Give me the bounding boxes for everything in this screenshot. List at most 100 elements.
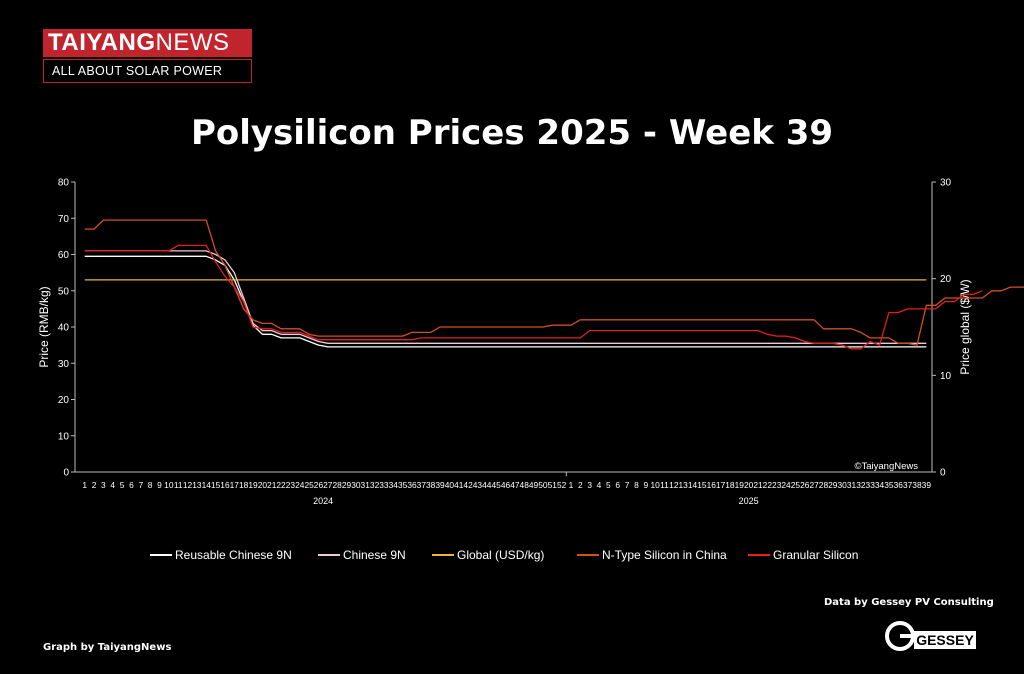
x-tick-label: 16: [220, 480, 230, 490]
series-line-0: [84, 255, 927, 348]
x-tick-label: 5: [606, 480, 611, 490]
x-tick-label: 9: [643, 480, 648, 490]
x-tick-label: 35: [884, 480, 894, 490]
x-tick-label: 31: [361, 480, 371, 490]
x-tick-label: 2: [578, 480, 583, 490]
x-tick-label: 10: [164, 480, 174, 490]
x-tick-label: 30: [837, 480, 847, 490]
x-tick-label: 49: [529, 480, 539, 490]
year-group-label: 2025: [739, 496, 759, 506]
legend-entry: Reusable Chinese 9N: [175, 548, 292, 562]
x-tick-label: 39: [922, 480, 932, 490]
legend-entry: Granular Silicon: [773, 548, 858, 562]
x-tick-label: 27: [323, 480, 333, 490]
y-tick-label: 30: [58, 359, 70, 370]
x-tick-label: 3: [587, 480, 592, 490]
y-tick-label: 50: [58, 286, 70, 297]
x-tick-label: 24: [295, 480, 305, 490]
x-tick-label: 23: [772, 480, 782, 490]
x-tick-label: 14: [688, 480, 698, 490]
x-tick-label: 1: [82, 480, 87, 490]
x-tick-label: 31: [847, 480, 857, 490]
data-credit: Data by Gessey PV Consulting: [824, 597, 994, 608]
x-tick-label: 34: [875, 480, 885, 490]
x-tick-label: 48: [520, 480, 530, 490]
x-tick-label: 17: [230, 480, 240, 490]
x-tick-label: 18: [725, 480, 735, 490]
graph-credit: Graph by TaiyangNews: [43, 642, 172, 653]
x-tick-label: 15: [697, 480, 707, 490]
x-tick-label: 6: [129, 480, 134, 490]
x-tick-label: 8: [634, 480, 639, 490]
year-group-label: 2024: [313, 496, 333, 506]
x-tick-label: 25: [304, 480, 314, 490]
x-tick-label: 39: [435, 480, 445, 490]
x-tick-label: 17: [716, 480, 726, 490]
x-tick-label: 4: [110, 480, 115, 490]
legend-entry: Chinese 9N: [343, 548, 406, 562]
x-tick-label: 12: [669, 480, 679, 490]
logo-brand-bold: TAIYANG: [48, 29, 156, 56]
y-tick-label: 70: [58, 214, 70, 225]
x-tick-label: 33: [379, 480, 389, 490]
x-tick-label: 7: [138, 480, 143, 490]
x-tick-label: 5: [120, 480, 125, 490]
x-tick-label: 26: [800, 480, 810, 490]
y2-tick-label: 0: [940, 468, 946, 479]
x-tick-label: 14: [202, 480, 212, 490]
x-tick-label: 46: [501, 480, 511, 490]
series-line-1: [84, 250, 927, 344]
x-tick-label: 35: [398, 480, 408, 490]
x-tick-label: 4: [597, 480, 602, 490]
x-tick-label: 34: [389, 480, 399, 490]
x-tick-label: 26: [314, 480, 324, 490]
logo-wordmark: TAIYANGNEWS: [43, 29, 252, 57]
x-tick-label: 21: [267, 480, 277, 490]
gessey-logo-text: GESSEY: [916, 632, 974, 648]
x-tick-label: 47: [510, 480, 520, 490]
y-axis-title: Price (RMB/kg): [37, 286, 51, 367]
legend-entry: Global (USD/kg): [457, 548, 544, 562]
x-tick-label: 37: [903, 480, 913, 490]
chart-title: Polysilicon Prices 2025 - Week 39: [190, 113, 834, 153]
x-tick-label: 19: [735, 480, 745, 490]
logo-tagline: ALL ABOUT SOLAR POWER: [43, 59, 252, 83]
x-tick-label: 44: [482, 480, 492, 490]
y2-axis-title: Price global ($/W): [958, 279, 972, 374]
y-tick-label: 20: [58, 395, 70, 406]
x-tick-label: 33: [866, 480, 876, 490]
x-tick-label: 29: [828, 480, 838, 490]
x-tick-label: 9: [157, 480, 162, 490]
x-tick-label: 8: [148, 480, 153, 490]
x-tick-label: 13: [679, 480, 689, 490]
logo-brand-thin: NEWS: [155, 29, 230, 56]
x-tick-label: 10: [650, 480, 660, 490]
x-tick-label: 41: [454, 480, 464, 490]
y2-tick-label: 20: [940, 274, 952, 285]
x-tick-label: 11: [174, 480, 183, 490]
y2-tick-label: 30: [940, 178, 952, 189]
x-tick-label: 27: [809, 480, 819, 490]
x-tick-label: 19: [248, 480, 258, 490]
x-tick-label: 24: [781, 480, 791, 490]
x-tick-label: 6: [615, 480, 620, 490]
x-tick-label: 51: [548, 480, 558, 490]
x-tick-label: 52: [557, 480, 567, 490]
watermark: ©TaiyangNews: [855, 461, 919, 472]
x-tick-label: 1: [569, 480, 574, 490]
x-tick-label: 13: [192, 480, 202, 490]
x-tick-label: 7: [625, 480, 630, 490]
x-tick-label: 36: [407, 480, 417, 490]
taiyangnews-logo: TAIYANGNEWS ALL ABOUT SOLAR POWER: [43, 29, 252, 83]
x-tick-label: 36: [894, 480, 904, 490]
x-tick-label: 2: [92, 480, 97, 490]
x-tick-label: 42: [463, 480, 473, 490]
x-tick-label: 11: [660, 480, 669, 490]
x-tick-label: 29: [342, 480, 352, 490]
x-tick-label: 22: [763, 480, 773, 490]
x-tick-label: 18: [239, 480, 249, 490]
x-tick-label: 32: [856, 480, 866, 490]
x-tick-label: 20: [744, 480, 754, 490]
x-tick-label: 22: [276, 480, 286, 490]
